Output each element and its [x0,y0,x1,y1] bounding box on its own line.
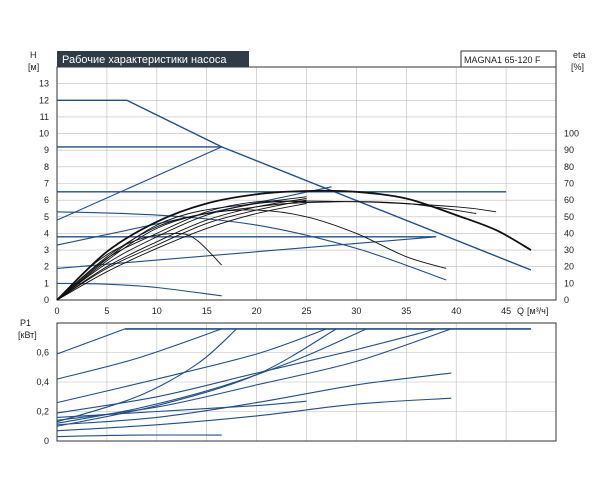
head-series-group [56,99,532,301]
head-y-tick: 0 [44,295,49,305]
title-background [57,51,249,67]
flow-x-tick: 40 [451,306,461,316]
head-y-tick: 10 [39,129,49,139]
power-y-tick: 0 [44,436,49,446]
head-curve-constant [57,99,532,271]
power-curve-power [56,397,452,432]
eta-y-tick: 60 [564,195,574,205]
power-curve-power [56,328,367,424]
flow-x-tick: 15 [202,306,212,316]
head-y-tick: 4 [44,228,49,238]
head-plot-frame [56,66,557,301]
eta-y-tick: 50 [564,212,574,222]
head-curve-decay [56,211,447,281]
eta-y-tick: 20 [564,262,574,272]
head-y-tick: 3 [44,245,49,255]
eta-y-tick: 10 [564,278,574,288]
power-curve-power [56,328,327,404]
head-y-tick: 6 [44,195,49,205]
head-curve-efficiency [56,200,497,301]
head-curve-efficiency [56,198,307,301]
flow-x-tick: 5 [104,306,109,316]
power-curve-power [56,328,337,427]
eta-y-tick: 40 [564,228,574,238]
power-plot-frame [56,322,557,442]
head-curve-efficiency [56,232,223,301]
power-curve-power [56,328,437,414]
eta-axis-label: eta [573,50,586,60]
power-tick-labels: 0 0,2 0,4 0,6 [36,348,49,447]
flow-axis-unit: [м³/ч] [527,306,548,316]
power-curve-power [56,434,222,438]
head-y-tick: 5 [44,212,49,222]
head-y-tick: 13 [39,79,49,89]
head-y-tick: 1 [44,278,49,288]
head-curve-decay [56,282,222,297]
eta-y-tick: 80 [564,162,574,172]
model-label: MAGNA1 65-120 F [464,55,541,65]
head-curve-proportional [56,236,437,269]
head-axis-unit: [м] [28,62,39,72]
head-curve-efficiency [56,201,477,301]
head-y-tick: 8 [44,162,49,172]
power-y-tick: 0,6 [36,348,49,358]
flow-x-tick: 35 [401,306,411,316]
head-curve-max [56,189,532,301]
eta-y-tick: 100 [564,129,579,139]
head-grid [56,66,557,301]
eta-y-tick: 30 [564,245,574,255]
eta-y-tick: 70 [564,179,574,189]
power-curve-power [56,372,452,426]
eta-y-tick: 90 [564,145,574,155]
power-series-group [56,328,531,438]
head-y-tick: 9 [44,145,49,155]
flow-x-tick: 25 [301,306,311,316]
head-curve-efficiency [56,199,307,301]
model-box [460,50,557,68]
flow-x-tick: 45 [501,306,511,316]
power-grid [56,322,557,442]
power-y-tick: 0,2 [36,407,49,417]
flow-x-tick: 10 [152,306,162,316]
power-curve-power [56,400,307,418]
eta-y-tick: 0 [564,295,569,305]
power-axis-label: P1 [20,318,31,328]
head-curve-efficiency [56,203,307,301]
head-y-tick: 7 [44,179,49,189]
head-y-tick: 12 [39,95,49,105]
chart-title: Рабочие характеристики насоса [62,54,227,66]
power-curve-power [56,328,452,421]
power-y-tick: 0,4 [36,377,49,387]
head-curve-proportional [56,146,222,221]
head-curve-efficiency [56,200,307,301]
flow-x-tick: 30 [351,306,361,316]
flow-x-tick: 0 [54,306,59,316]
flow-axis-label: Q [517,306,524,316]
eta-axis-unit: [%] [571,62,584,72]
head-y-tick: 2 [44,262,49,272]
power-axis-unit: [кВт] [18,330,37,340]
power-curve-power [56,328,222,380]
head-axis-label: H [30,50,37,60]
power-curve-power [56,328,126,355]
power-curve-power [56,328,237,423]
flow-x-tick: 20 [252,306,262,316]
head-y-tick: 11 [40,112,49,122]
